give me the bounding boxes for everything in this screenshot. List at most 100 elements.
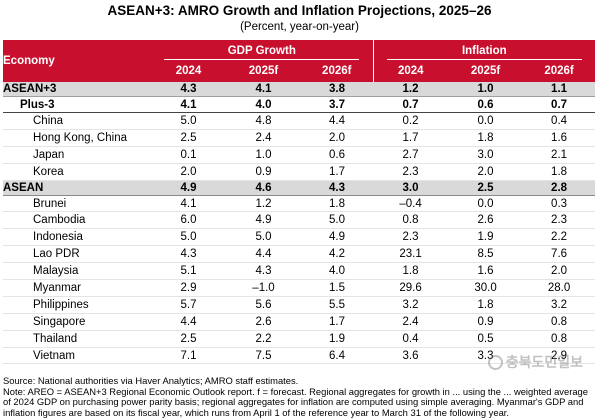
header-year: 2025f [226, 60, 301, 82]
gdp-value: 7.1 [151, 347, 226, 365]
gdp-value: 4.4 [226, 245, 301, 264]
inflation-value: 2.9 [523, 347, 596, 365]
inflation-value: 3.2 [373, 296, 449, 314]
inflation-value: 0.8 [373, 211, 449, 230]
inflation-value: 2.0 [448, 163, 524, 181]
inflation-value: 1.8 [523, 163, 596, 181]
inflation-value: 30.0 [448, 279, 524, 297]
header-year: 2024 [151, 60, 226, 82]
gdp-value: 4.1 [151, 96, 226, 113]
gdp-value: 0.6 [301, 146, 374, 164]
inflation-value: 2.4 [373, 313, 449, 331]
gdp-value: 4.4 [151, 313, 226, 331]
gdp-value: 2.0 [301, 129, 374, 147]
gdp-value: 7.5 [226, 347, 301, 365]
gdp-value: 2.5 [151, 129, 226, 147]
inflation-value: 2.1 [523, 146, 596, 164]
gdp-value: 0.9 [226, 163, 301, 181]
inflation-value: 3.2 [523, 296, 596, 314]
table-body: ASEAN+3 4.3 4.1 3.8 1.2 1.0 1.1 Plus-3 4.1 4.0 3.7… [3, 82, 596, 365]
gdp-value: 4.1 [151, 195, 226, 213]
table-row: Malaysia 5.1 4.3 4.0 1.8 1.6 2.0 [3, 262, 596, 281]
gdp-value: 4.0 [226, 96, 301, 113]
gdp-value: 2.4 [226, 129, 301, 147]
gdp-value: 1.0 [226, 146, 301, 164]
economy-name: Malaysia [3, 262, 151, 281]
inflation-value: 29.6 [373, 279, 449, 297]
table-row: Singapore 4.4 2.6 1.7 2.4 0.9 0.8 [3, 313, 596, 331]
economy-name: ASEAN [3, 179, 151, 196]
inflation-value: 0.4 [373, 330, 449, 348]
gdp-value: 4.1 [226, 82, 301, 97]
gdp-value: 4.0 [301, 262, 374, 281]
header-year: 2025f [448, 60, 524, 82]
gdp-value: 4.6 [226, 179, 301, 196]
inflation-value: 0.9 [448, 313, 524, 331]
gdp-value: –1.0 [226, 279, 301, 297]
inflation-value: 0.7 [373, 96, 449, 113]
gdp-value: 4.9 [301, 228, 374, 247]
gdp-value: 4.3 [226, 262, 301, 281]
header-year: 2026f [523, 60, 596, 82]
projection-table: Economy GDP Growth Inflation 2024 2025f … [3, 40, 596, 365]
table-row: Plus-3 4.1 4.0 3.7 0.7 0.6 0.7 [3, 96, 596, 113]
inflation-value: 7.6 [523, 245, 596, 264]
table-row: Brunei 4.1 1.2 1.8 –0.4 0.0 0.3 [3, 195, 596, 213]
inflation-value: 1.2 [373, 82, 449, 97]
table-row: China 5.0 4.8 4.4 0.2 0.0 0.4 [3, 112, 596, 130]
inflation-value: 2.3 [523, 211, 596, 230]
gdp-value: 1.7 [301, 313, 374, 331]
gdp-value: 2.0 [151, 163, 226, 181]
gdp-value: 1.5 [301, 279, 374, 297]
table-row: Cambodia 6.0 4.9 5.0 0.8 2.6 2.3 [3, 211, 596, 230]
gdp-value: 5.1 [151, 262, 226, 281]
inflation-value: 2.3 [373, 163, 449, 181]
inflation-value: 0.2 [373, 112, 449, 130]
gdp-value: 5.0 [226, 228, 301, 247]
inflation-value: 28.0 [523, 279, 596, 297]
economy-name: Thailand [3, 330, 151, 348]
gdp-value: 3.8 [301, 82, 374, 97]
inflation-value: 0.5 [448, 330, 524, 348]
economy-name: Singapore [3, 313, 151, 331]
table-row: Philippines 5.7 5.6 5.5 3.2 1.8 3.2 [3, 296, 596, 314]
table-row: Myanmar 2.9 –1.0 1.5 29.6 30.0 28.0 [3, 279, 596, 297]
gdp-value: 1.8 [301, 195, 374, 213]
inflation-value: 2.6 [448, 211, 524, 230]
inflation-value: 0.6 [448, 96, 524, 113]
header-year: 2024 [372, 60, 449, 82]
gdp-value: 5.5 [301, 296, 374, 314]
source-note: Source: National authorities via Haver A… [3, 375, 299, 386]
gdp-value: 4.3 [301, 179, 374, 196]
watermark-logo-icon [487, 354, 503, 370]
gdp-value: 5.0 [301, 211, 374, 230]
inflation-value: 2.8 [523, 179, 596, 196]
table-row: Vietnam 7.1 7.5 6.4 3.6 3.3 2.9 [3, 347, 596, 365]
inflation-value: 1.8 [448, 296, 524, 314]
inflation-value: 1.0 [448, 82, 524, 97]
inflation-value: 1.8 [373, 262, 449, 281]
gdp-value: 1.7 [301, 163, 374, 181]
economy-name: Vietnam [3, 347, 151, 365]
inflation-value: 2.2 [523, 228, 596, 247]
inflation-value: 2.5 [448, 179, 524, 196]
inflation-value: 0.4 [523, 112, 596, 130]
economy-name: Plus-3 [3, 96, 151, 113]
economy-name: Japan [3, 146, 151, 164]
inflation-value: 1.1 [523, 82, 596, 97]
economy-name: ASEAN+3 [3, 82, 151, 97]
header-gdp-growth: GDP Growth [151, 40, 374, 60]
header-row-years: 2024 2025f 2026f 2024 2025f 2026f [3, 60, 596, 82]
table-row: ASEAN+3 4.3 4.1 3.8 1.2 1.0 1.1 [3, 82, 596, 97]
inflation-value: 1.7 [373, 129, 449, 147]
economy-name: China [3, 112, 151, 130]
table-row: Korea 2.0 0.9 1.7 2.3 2.0 1.8 [3, 163, 596, 181]
economy-name: Cambodia [3, 211, 151, 230]
inflation-value: 0.8 [523, 330, 596, 348]
table-row: Lao PDR 4.3 4.4 4.2 23.1 8.5 7.6 [3, 245, 596, 264]
gdp-value: 3.7 [301, 96, 374, 113]
watermark: 충북도민일보 [487, 352, 583, 372]
footnote: Note: AREO = ASEAN+3 Regional Economic O… [3, 385, 588, 418]
header-row-groups: Economy GDP Growth Inflation [3, 40, 596, 82]
watermark-text: 충북도민일보 [505, 354, 583, 370]
